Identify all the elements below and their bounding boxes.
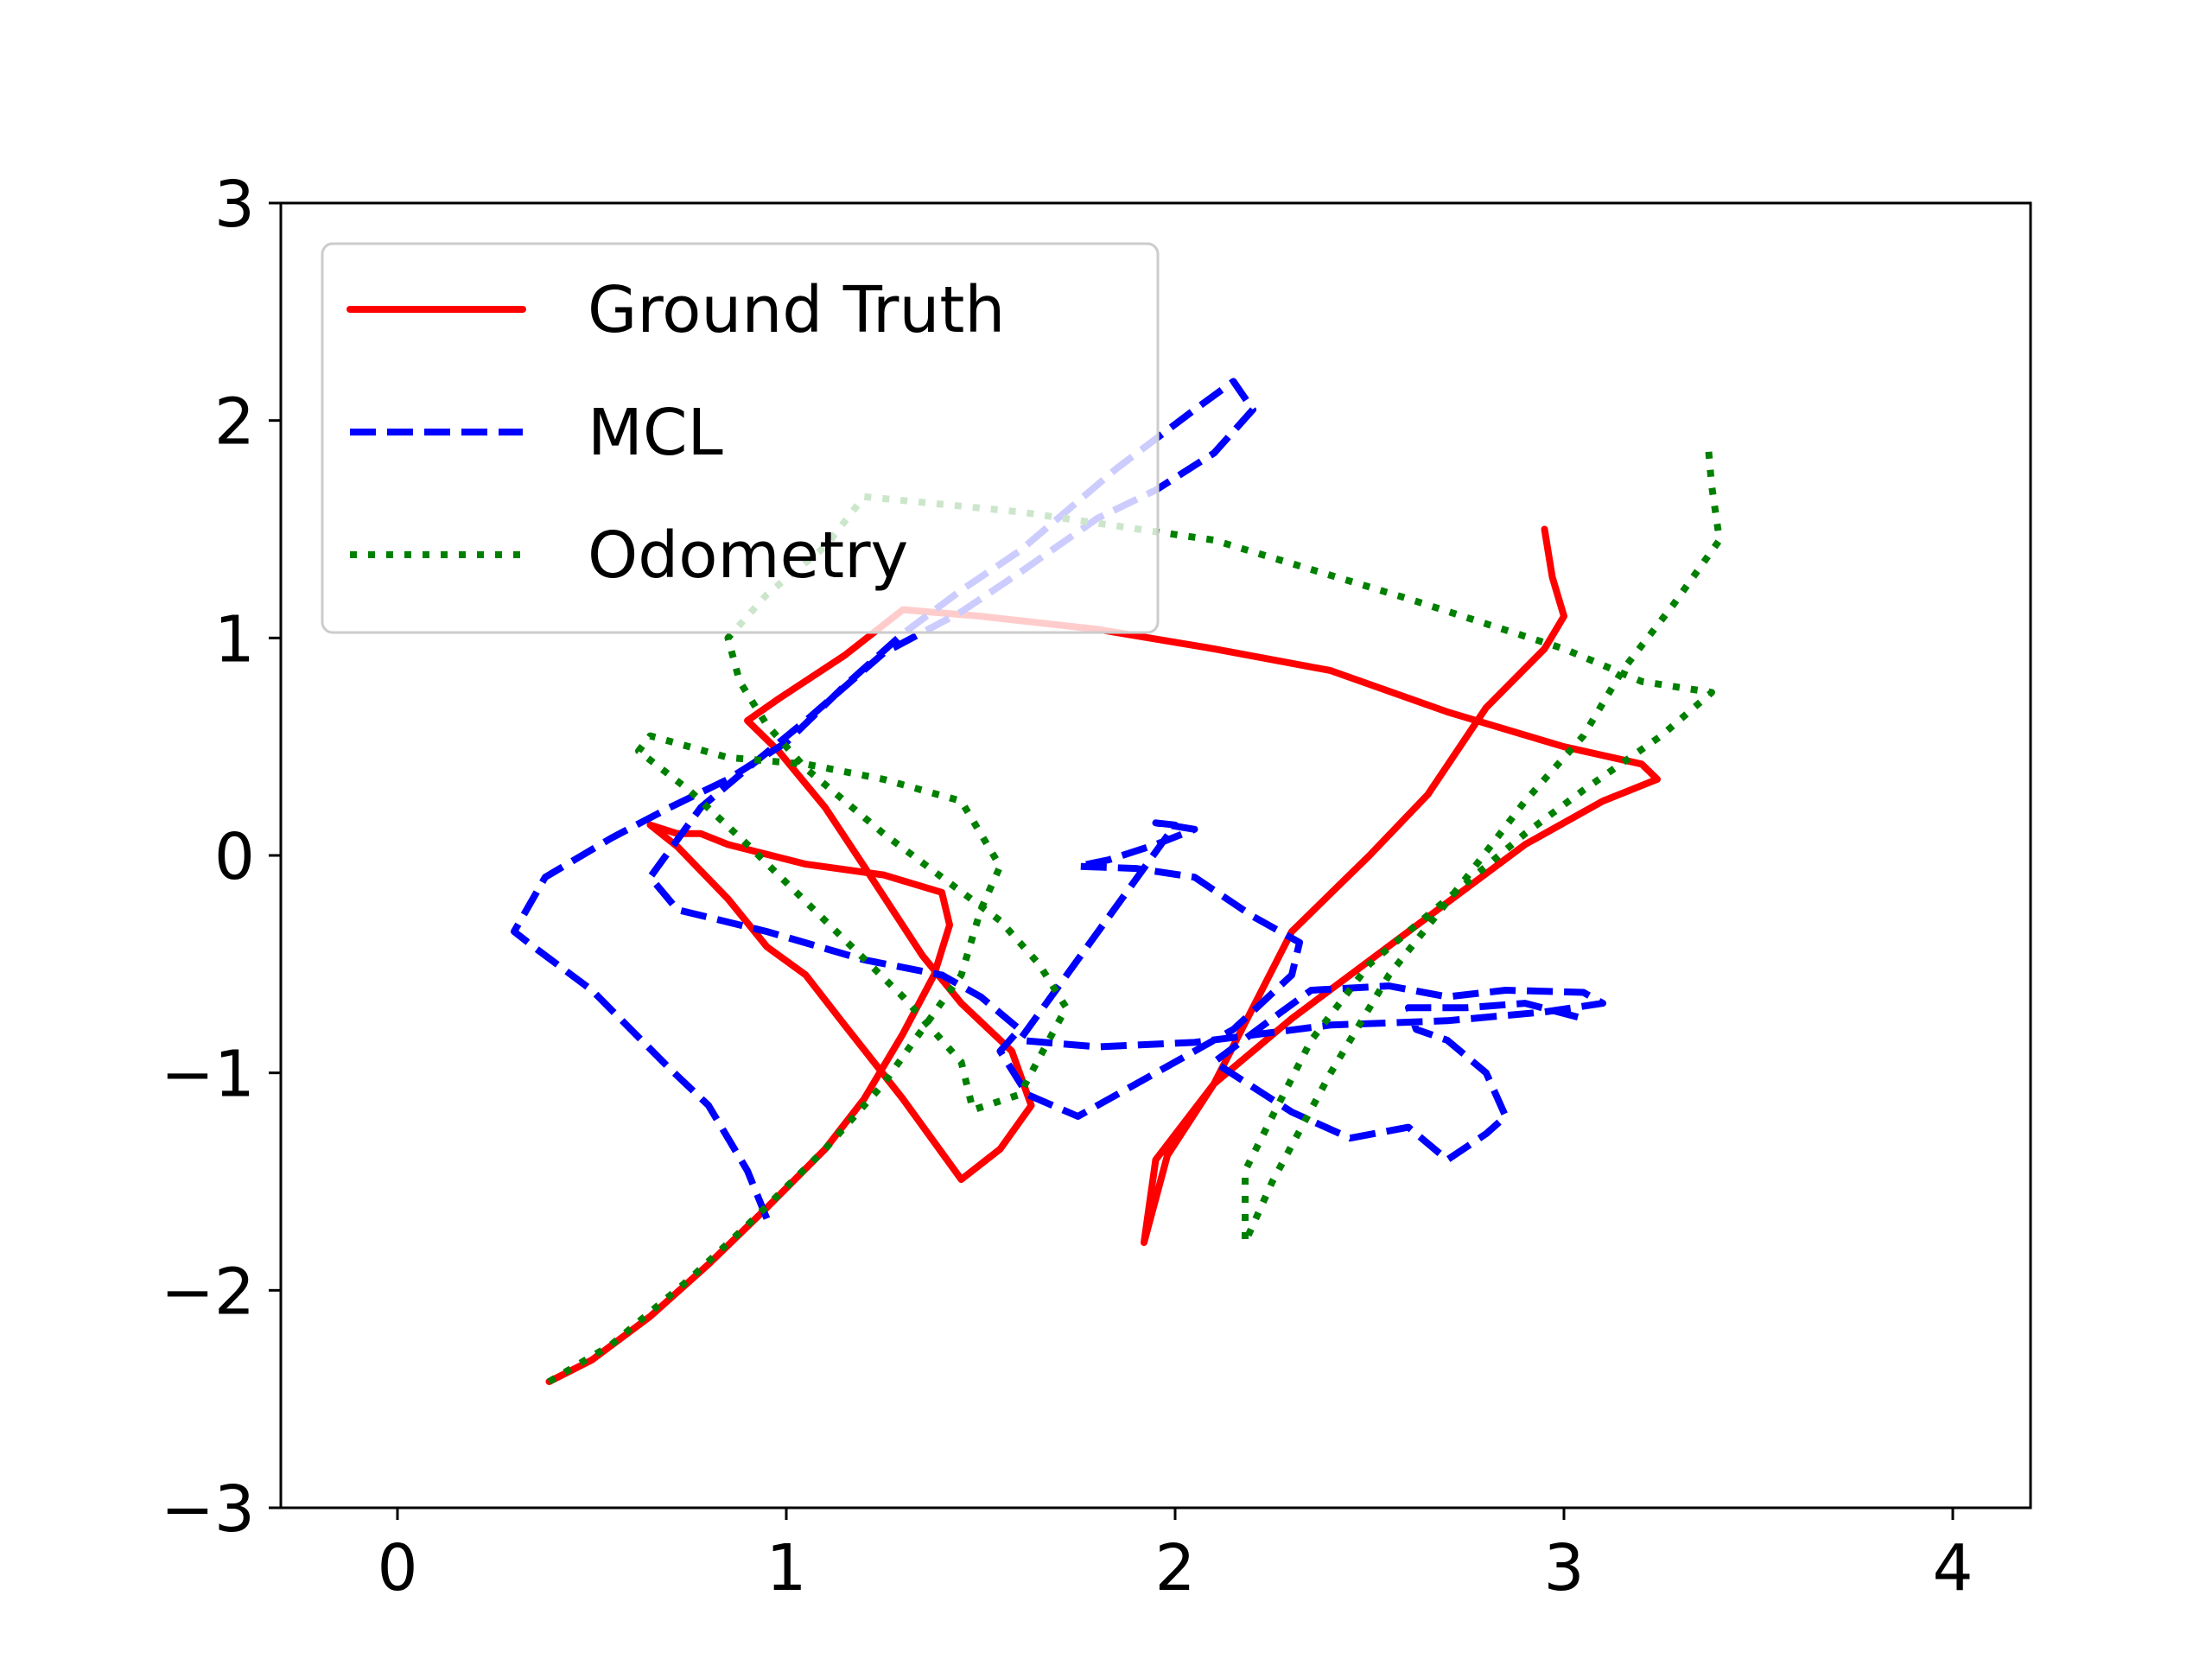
x-tick-label: 0 [377, 1531, 417, 1605]
y-tick-label: −2 [161, 1255, 255, 1329]
x-tick-label: 4 [1932, 1531, 1973, 1605]
legend-box [321, 242, 1160, 634]
legend-label: Odometry [588, 518, 908, 593]
y-axis: −3 −2 −1 0 1 2 3 [161, 168, 281, 1547]
series-layer [511, 378, 1723, 1385]
x-tick-label: 3 [1543, 1531, 1584, 1605]
y-tick-label: −1 [161, 1038, 255, 1112]
series-line-ground-truth [545, 525, 1661, 1385]
legend-label: Ground Truth [588, 273, 1005, 347]
x-tick-label: 1 [766, 1531, 806, 1605]
legend: Ground Truth MCL Odometry [321, 242, 1160, 634]
y-tick-label: 1 [214, 602, 255, 677]
series-line-mcl [511, 378, 1606, 1220]
y-tick-label: 2 [214, 385, 255, 460]
x-axis: 0 1 2 3 4 [377, 1508, 1974, 1605]
x-tick-label: 2 [1154, 1531, 1195, 1605]
series-line-odometry [547, 442, 1723, 1385]
legend-label: MCL [588, 396, 723, 470]
y-tick-label: 0 [214, 820, 255, 894]
y-tick-label: −3 [161, 1472, 255, 1547]
y-tick-label: 3 [214, 168, 255, 242]
